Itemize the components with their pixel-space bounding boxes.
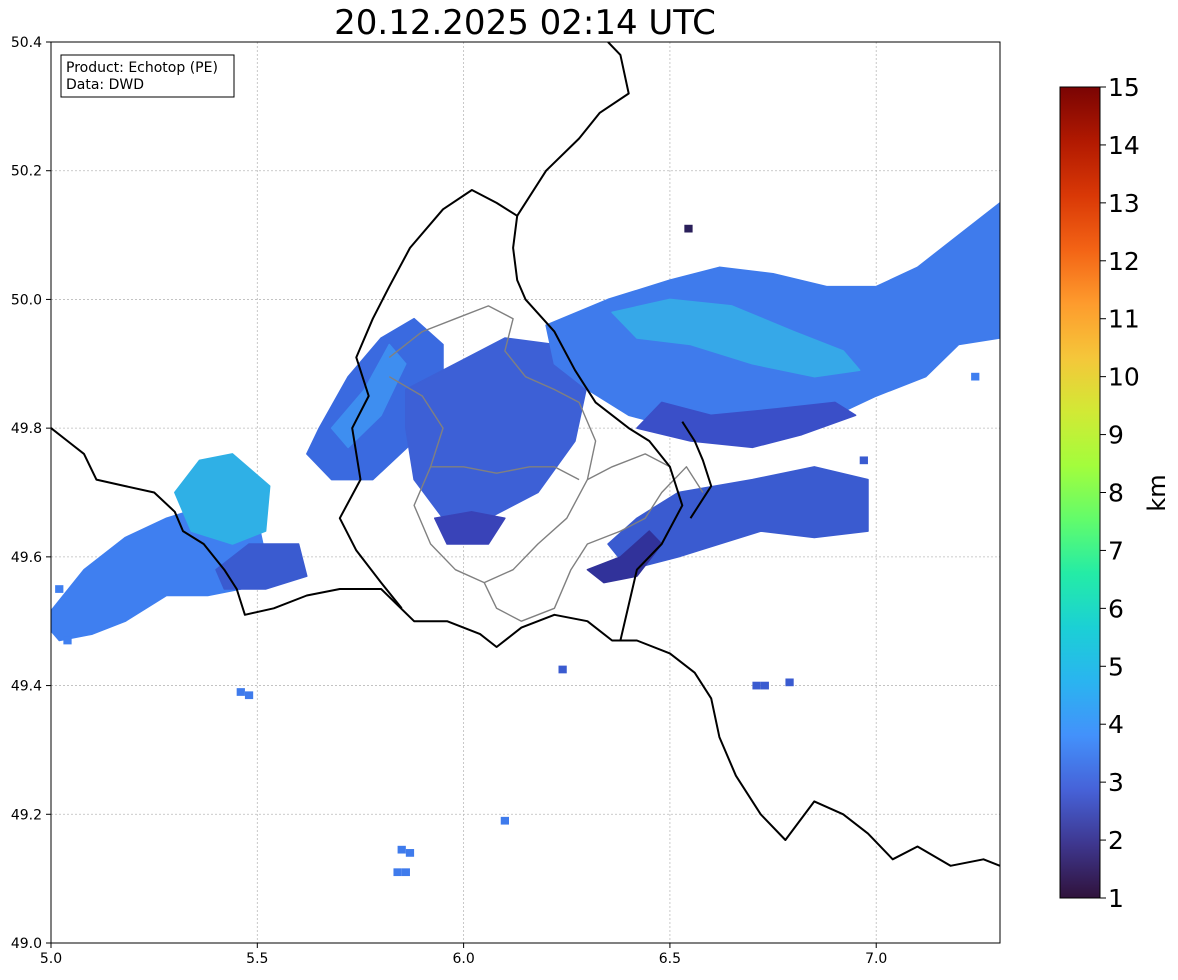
y-tick-label: 49.2 [11, 807, 42, 823]
echo-area-west-core [174, 453, 271, 545]
info-box-frame [60, 54, 235, 98]
y-tick-label: 50.0 [11, 292, 42, 308]
x-tick-label: 6.0 [452, 951, 474, 967]
map-area [50, 41, 1001, 944]
y-tick-label: 49.0 [11, 936, 42, 952]
y-tick-label: 50.2 [11, 164, 42, 180]
echo-area-lux-south [433, 511, 506, 545]
echo-cell [63, 636, 72, 645]
map-title: 20.12.2025 02:14 UTC [334, 3, 716, 43]
x-tick-label: 7.0 [865, 951, 887, 967]
map-frame [50, 41, 1001, 944]
country-border [51, 427, 1000, 867]
colorbar-tick-label: 3 [1108, 768, 1124, 797]
echo-cell [500, 816, 509, 825]
region-border [430, 466, 580, 481]
x-tick-label: 5.0 [40, 951, 62, 967]
colorbar-tick-label: 8 [1108, 479, 1124, 508]
country-border [516, 42, 630, 217]
info-box: Product: Echotop (PE) Data: DWD [60, 54, 235, 98]
colorbar-tick-label: 7 [1108, 536, 1124, 565]
colorbar-tick-label: 4 [1108, 710, 1124, 739]
echo-cell [785, 678, 794, 687]
region-border [483, 466, 704, 622]
y-axis: 49.0 49.2 49.4 49.6 49.8 50.0 50.2 50.4 [11, 35, 51, 952]
echo-cell [971, 372, 980, 381]
colorbar-ramp [1059, 86, 1101, 899]
echo-cell [752, 681, 761, 690]
echo-cell [244, 691, 254, 700]
region-border [388, 305, 597, 584]
echo-area-east-patch [607, 466, 869, 571]
country-border [338, 189, 684, 641]
y-tick-label: 49.6 [11, 550, 42, 566]
colorbar-tick-label: 13 [1108, 189, 1140, 218]
echo-cell [760, 681, 769, 690]
colorbar-tick-label: 12 [1108, 247, 1140, 276]
echo-area-lux-core [405, 337, 589, 519]
echotop-layer [51, 202, 1000, 877]
colorbar-tick-label: 6 [1108, 594, 1124, 623]
colorbar-tick-label: 10 [1108, 363, 1140, 392]
echo-area-west-low [215, 543, 308, 590]
y-tick-label: 49.8 [11, 421, 42, 437]
info-data: Data: DWD [66, 77, 144, 93]
colorbar-tick-label: 15 [1108, 73, 1140, 102]
colorbar-tick-label: 11 [1108, 305, 1140, 334]
echo-cell [405, 849, 415, 857]
echo-cell [393, 868, 402, 877]
colorbar-tick-label: 14 [1108, 131, 1140, 160]
echo-cell [401, 868, 410, 877]
colorbar-tick-label: 9 [1108, 421, 1124, 450]
colorbar-tick-label: 5 [1108, 652, 1124, 681]
country-borders [51, 42, 1000, 867]
country-border [681, 421, 713, 519]
x-tick-label: 6.5 [659, 951, 681, 967]
colorbar-tick-label: 1 [1108, 884, 1124, 913]
colorbar-label: km [1143, 474, 1171, 511]
region-borders [388, 305, 704, 622]
echo-cell [55, 585, 64, 593]
echo-cell [558, 665, 567, 674]
region-border [587, 453, 671, 481]
x-tick-label: 5.5 [246, 951, 268, 967]
y-tick-label: 50.4 [11, 35, 42, 51]
x-axis: 5.0 5.5 6.0 6.5 7.0 [40, 943, 887, 967]
echo-cell [684, 224, 693, 233]
echo-area-north-core [611, 298, 861, 378]
y-tick-label: 49.4 [11, 679, 42, 695]
colorbar-tick-label: 2 [1108, 826, 1124, 855]
echo-cell [397, 845, 406, 854]
echo-cell [859, 456, 868, 465]
echo-cell [236, 688, 245, 696]
info-product: Product: Echotop (PE) [66, 60, 218, 76]
